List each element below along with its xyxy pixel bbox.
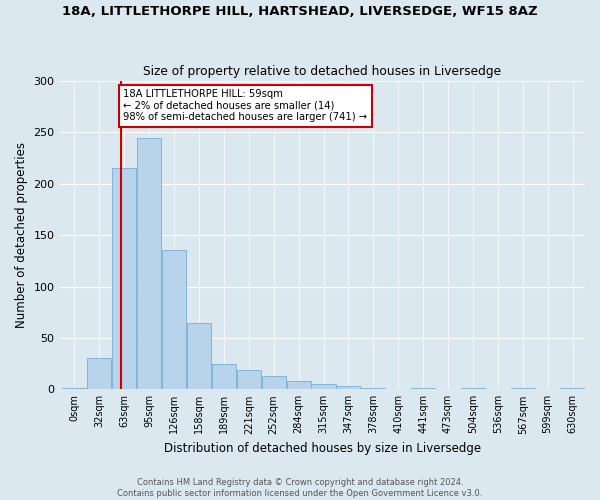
Y-axis label: Number of detached properties: Number of detached properties	[15, 142, 28, 328]
Text: 18A LITTLETHORPE HILL: 59sqm
← 2% of detached houses are smaller (14)
98% of sem: 18A LITTLETHORPE HILL: 59sqm ← 2% of det…	[123, 90, 367, 122]
Title: Size of property relative to detached houses in Liversedge: Size of property relative to detached ho…	[143, 66, 502, 78]
Bar	[411, 388, 435, 390]
Bar	[112, 168, 136, 390]
Bar	[311, 384, 335, 390]
Text: Contains HM Land Registry data © Crown copyright and database right 2024.
Contai: Contains HM Land Registry data © Crown c…	[118, 478, 482, 498]
Bar	[162, 250, 186, 390]
Bar	[187, 322, 211, 390]
Bar	[287, 381, 311, 390]
Bar	[88, 358, 112, 390]
X-axis label: Distribution of detached houses by size in Liversedge: Distribution of detached houses by size …	[164, 442, 481, 455]
Bar	[237, 370, 261, 390]
Bar	[560, 388, 584, 390]
Bar	[62, 388, 86, 390]
Bar	[461, 388, 485, 390]
Bar	[337, 386, 361, 390]
Bar	[212, 364, 236, 390]
Bar	[361, 388, 385, 390]
Bar	[137, 138, 161, 390]
Bar	[262, 376, 286, 390]
Text: 18A, LITTLETHORPE HILL, HARTSHEAD, LIVERSEDGE, WF15 8AZ: 18A, LITTLETHORPE HILL, HARTSHEAD, LIVER…	[62, 5, 538, 18]
Bar	[511, 388, 535, 390]
